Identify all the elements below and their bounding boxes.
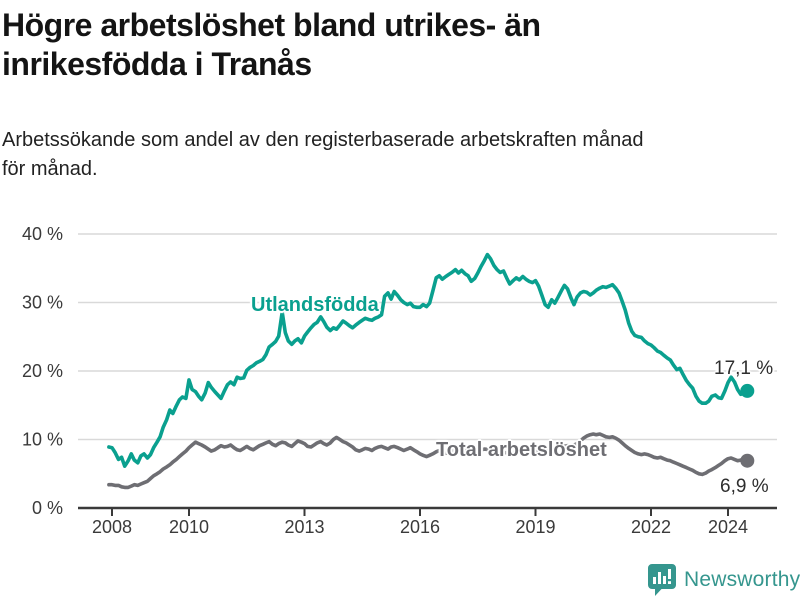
- page-title: Högre arbetslöshet bland utrikes- än inr…: [2, 6, 782, 84]
- x-axis-tick-label: 2010: [169, 517, 209, 537]
- title-line-1: Högre arbetslöshet bland utrikes- än: [2, 7, 541, 43]
- subtitle-line-1: Arbetssökande som andel av den registerb…: [2, 129, 644, 151]
- y-axis-tick-label: 40 %: [22, 224, 63, 244]
- series-line-0: [107, 252, 750, 469]
- series-end-dot-1: [740, 453, 755, 468]
- y-axis-tick-label: 10 %: [22, 430, 63, 450]
- x-axis-tick-label: 2024: [708, 517, 748, 537]
- end-value-label-total: 6,9 %: [720, 476, 769, 497]
- chart-subtitle: Arbetssökande som andel av den registerb…: [2, 126, 782, 184]
- series-label-total-arbetsloshet: Total arbetslöshet: [436, 439, 607, 461]
- y-axis-tick-label: 30 %: [22, 293, 63, 313]
- brand-name: Newsworthy: [684, 568, 800, 591]
- title-line-2: inrikesfödda i Tranås: [2, 46, 312, 82]
- subtitle-line-2: för månad.: [2, 158, 98, 180]
- y-axis-tick-label: 20 %: [22, 361, 63, 381]
- series-line-1: [107, 432, 750, 490]
- y-axis-tick-label: 0 %: [32, 498, 63, 518]
- bar-chart-speech-bubble-icon: [648, 564, 676, 596]
- newsworthy-logo: Newsworthy: [647, 563, 800, 597]
- series-end-dot-0: [740, 383, 755, 398]
- x-axis-tick-label: 2022: [631, 517, 671, 537]
- x-axis-tick-label: 2013: [284, 517, 324, 537]
- end-value-label-utlandsfodda: 17,1 %: [714, 358, 774, 379]
- x-axis-tick-label: 2019: [515, 517, 555, 537]
- x-axis-tick-label: 2008: [92, 517, 132, 537]
- x-axis-tick-label: 2016: [400, 517, 440, 537]
- series-label-utlandsfodda: Utlandsfödda: [251, 294, 379, 316]
